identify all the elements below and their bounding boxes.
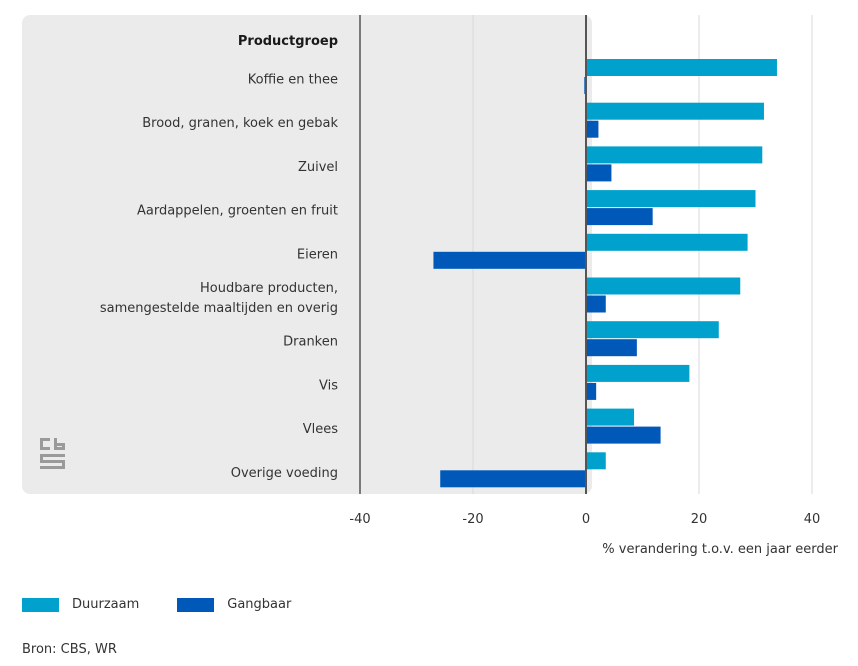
x-tick-label: 0 — [582, 512, 590, 527]
x-tick-labels: -40 -20 0 20 40 — [349, 512, 820, 527]
legend-label-duurzaam: Duurzaam — [72, 597, 140, 612]
bar-duurzaam — [586, 233, 748, 251]
category-label: Vlees — [303, 422, 339, 437]
x-axis-title: % verandering t.o.v. een jaar eerder — [602, 542, 838, 557]
category-panel — [22, 15, 592, 494]
bar-duurzaam — [586, 277, 741, 295]
legend: Duurzaam Gangbaar — [22, 597, 329, 612]
bar-duurzaam — [586, 190, 756, 208]
bar-duurzaam — [586, 452, 606, 470]
bar-duurzaam — [586, 408, 635, 426]
bar-duurzaam — [586, 146, 763, 164]
bar-gangbaar — [440, 470, 586, 488]
bar-gangbaar — [586, 295, 606, 313]
legend-swatch-duurzaam — [22, 597, 59, 612]
bar-duurzaam — [586, 321, 719, 339]
category-label: Brood, granen, koek en gebak — [142, 116, 338, 131]
x-tick-label: 40 — [804, 512, 821, 527]
x-tick-label: -20 — [462, 512, 483, 527]
category-label: Dranken — [283, 335, 338, 350]
category-label: Overige voeding — [231, 466, 338, 481]
bar-duurzaam — [586, 59, 777, 76]
category-label: Houdbare producten, — [200, 281, 338, 296]
source-note: Bron: CBS, WR — [22, 642, 117, 657]
category-label: samengestelde maaltijden en overig — [100, 301, 338, 316]
category-header: Productgroep — [238, 34, 338, 49]
x-tick-label: 20 — [691, 512, 708, 527]
bar-gangbaar — [586, 339, 637, 357]
legend-item-duurzaam: Duurzaam — [22, 597, 139, 612]
category-label: Eieren — [297, 247, 338, 262]
legend-label-gangbaar: Gangbaar — [227, 597, 292, 612]
bar-gangbaar — [586, 164, 612, 182]
legend-swatch-gangbaar — [177, 597, 215, 612]
category-label: Zuivel — [298, 160, 338, 175]
bar-gangbaar — [586, 208, 653, 226]
category-label: Koffie en thee — [248, 73, 338, 88]
bar-gangbaar — [586, 382, 597, 400]
bar-gangbaar — [433, 251, 586, 269]
category-label: Vis — [319, 378, 338, 393]
legend-item-gangbaar: Gangbaar — [177, 597, 291, 612]
bar-duurzaam — [586, 102, 764, 120]
category-label: Aardappelen, groenten en fruit — [137, 204, 338, 219]
chart: Productgroep Koffie en thee Brood, granen… — [22, 15, 839, 557]
bars — [433, 59, 777, 488]
bar-gangbaar — [586, 120, 599, 138]
category-labels: Koffie en thee Brood, granen, koek en geb… — [100, 73, 339, 481]
cbs-logo-icon — [40, 438, 65, 469]
bar-gangbaar — [586, 426, 661, 444]
x-tick-label: -40 — [349, 512, 370, 527]
bar-duurzaam — [586, 364, 690, 382]
